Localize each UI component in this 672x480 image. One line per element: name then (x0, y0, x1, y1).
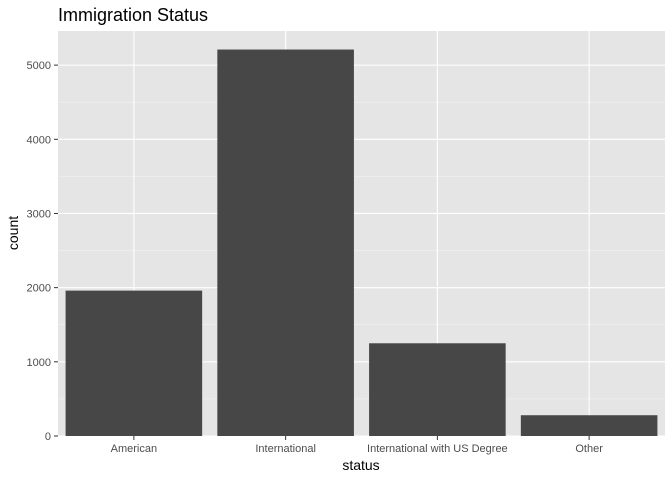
bar-american (65, 290, 203, 436)
y-tick-label: 4000 (27, 134, 51, 146)
x-axis-ticks: American International International with … (111, 436, 603, 455)
bar-international-with-us-degree (369, 343, 506, 436)
bars (65, 49, 658, 437)
y-axis-ticks: 0 1000 2000 3000 4000 5000 (27, 60, 58, 443)
y-tick-label: 2000 (27, 283, 51, 295)
x-tick-label: International with US Degree (367, 443, 508, 455)
y-tick-label: 1000 (27, 357, 51, 369)
bar-international (217, 49, 354, 437)
x-tick-label: International (255, 443, 316, 455)
x-tick-label: Other (575, 443, 603, 455)
y-tick-label: 0 (45, 431, 51, 443)
x-axis-label: status (342, 457, 379, 473)
chart-title: Immigration Status (58, 5, 208, 25)
major-gridlines (58, 31, 665, 437)
y-tick-label: 3000 (27, 208, 51, 220)
bar-other (520, 415, 658, 436)
y-tick-label: 5000 (27, 60, 51, 72)
y-axis-label: count (5, 216, 21, 250)
x-tick-label: American (111, 443, 157, 455)
